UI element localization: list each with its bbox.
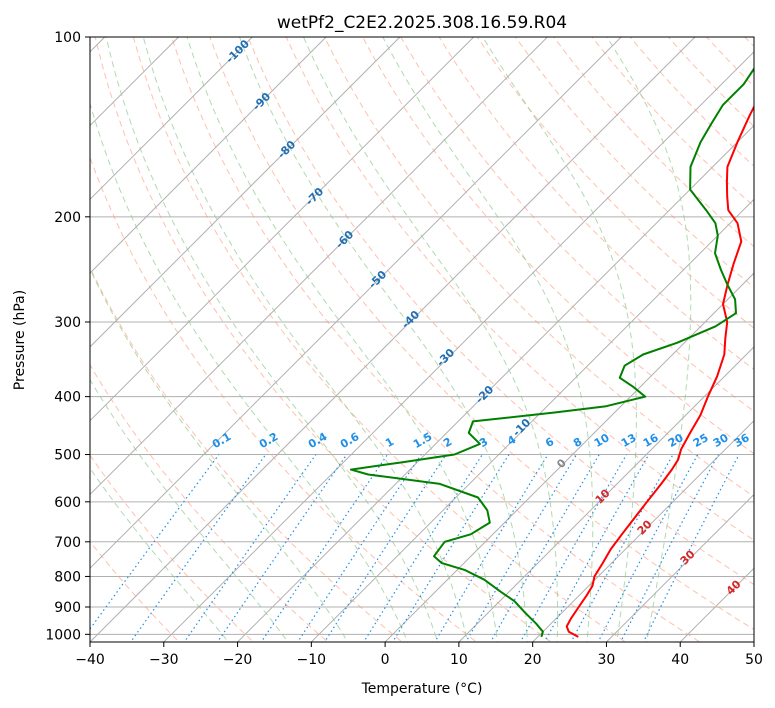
dry-adiabat [132,37,627,642]
profile-series [349,67,754,638]
y-tick-label: 700 [54,535,81,551]
isotherm [90,37,622,569]
isotherm [606,493,754,642]
x-tick-label: 20 [524,652,542,668]
dry-adiabat [285,37,754,541]
dry-adiabat [171,37,701,642]
mixing-ratio-line [489,454,600,642]
isotherm [90,37,253,201]
isotherm [90,37,696,642]
mixing-ratio-line [434,454,549,642]
moist-adiabat [482,37,637,642]
mixing-ratio-line [216,454,348,642]
x-tick-label: −40 [75,652,105,668]
temperature-line [565,104,754,638]
moist-adiabat [90,378,289,642]
x-tick-label: −30 [149,652,179,668]
x-axis: −40 −30 −20 −10 0 10 20 30 40 50 [75,642,763,668]
plot-frame [89,36,755,643]
isotherm [310,198,754,642]
isotherm [458,346,754,642]
moist-adiabat [382,37,594,642]
moist-adiabat [303,37,559,642]
mixing-ratio-line [391,454,510,642]
x-tick-label: 0 [381,652,390,668]
chart-title: wetPf2_C2E2.2025.308.16.59.R04 [277,13,567,33]
dry-adiabat [247,37,754,586]
dry-adiabat [94,37,552,642]
dry-adiabat [476,37,754,329]
y-tick-label: 500 [54,448,81,464]
mixing-ratio-line [642,454,740,642]
mixing-ratio-line [297,454,422,642]
mixing-ratio-line [465,454,578,642]
x-tick-label: −10 [297,652,327,668]
x-axis-label: Temperature (°C) [361,681,483,697]
mixing-ratio-line [260,454,388,642]
mixing-ratio-line [183,454,317,642]
x-tick-label: 10 [450,652,468,668]
x-tick-label: 40 [671,652,689,668]
moist-adiabat [142,37,469,642]
isotherm [90,37,475,422]
y-axis: 100 200 300 400 500 600 700 800 900 1000 [45,30,90,643]
isotherm [90,37,327,274]
y-tick-label: 900 [54,600,81,616]
x-tick-label: 30 [598,652,616,668]
moist-adiabat [186,37,499,642]
mixing-ratio-line [323,454,447,642]
isotherm [753,641,754,642]
dry-adiabat [515,37,754,288]
y-axis-label: Pressure (hPa) [12,290,28,390]
y-tick-label: 400 [54,390,81,406]
isotherm [384,272,754,642]
isotherm [90,37,401,348]
mixing-ratio-line [363,454,483,642]
moist-adiabat [90,267,349,642]
y-tick-label: 800 [54,569,81,585]
moist-adiabat [239,37,528,642]
isotherm [90,37,548,496]
dewpoint-line [349,67,754,638]
mixing-ratio-line [90,454,220,630]
mixing-ratio-line [619,454,719,642]
background-lines [90,37,754,642]
y-tick-label: 1000 [45,627,81,643]
dry-adiabat [209,37,754,631]
moist-adiabat [105,37,439,642]
isotherm [163,51,754,642]
isotherm [237,124,754,642]
isotherm [532,419,754,642]
y-tick-label: 300 [54,315,81,331]
y-tick-label: 100 [54,30,81,46]
y-tick-label: 600 [54,495,81,511]
mixing-ratio-line [519,454,628,642]
x-tick-label: −20 [223,652,253,668]
y-tick-label: 200 [54,210,81,226]
dry-adiabat [323,37,754,498]
plot-background [90,37,754,642]
dry-adiabat [90,454,255,642]
moist-adiabat [606,37,692,642]
dry-adiabat [90,266,403,642]
x-tick-label: 50 [745,652,763,668]
moist-adiabat [90,467,230,642]
